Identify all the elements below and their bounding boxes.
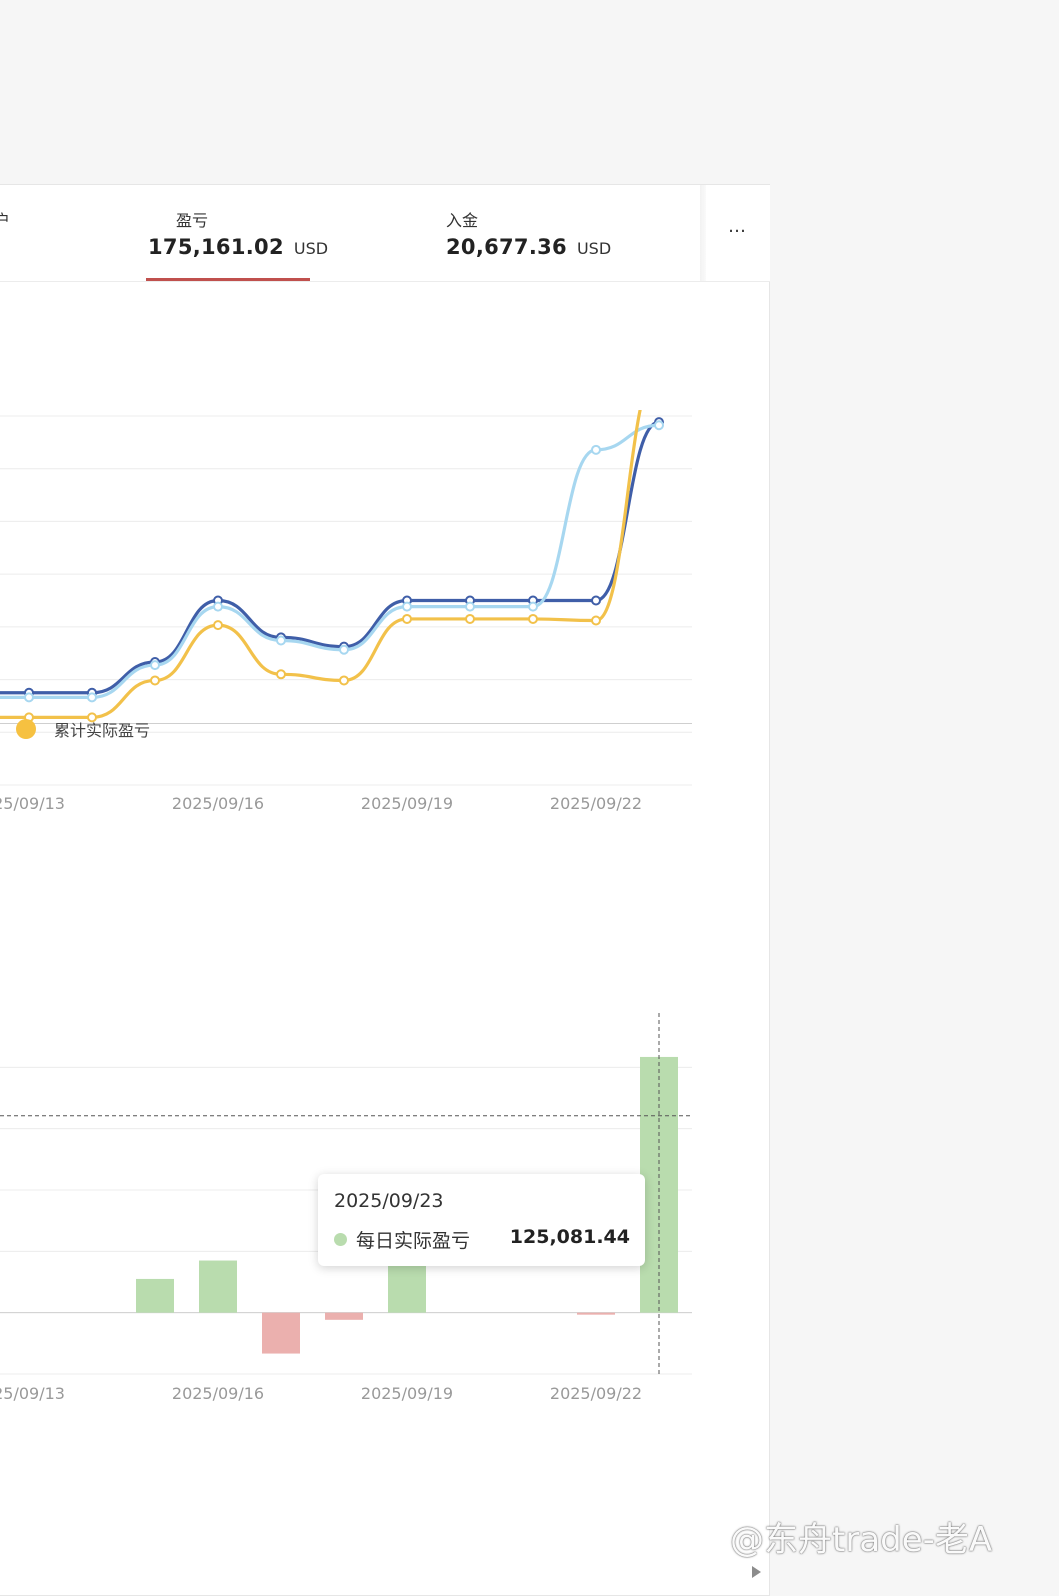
x-axis-tick-label: 25/09/13 (0, 1384, 65, 1403)
scroll-right-arrow-icon[interactable] (752, 1566, 761, 1578)
data-point (24, 692, 34, 703)
tab-account[interactable]: 户 (0, 185, 120, 281)
tab-deposit-value: 20,677.36 USD (446, 235, 612, 259)
summary-tabs: 户 盈亏 175,161.02 USD 入金 20,677.36 USD … (0, 185, 770, 282)
x-axis-tick-label: 2025/09/16 (172, 1384, 264, 1403)
x-axis-tick-label: 2025/09/22 (550, 794, 642, 813)
data-point (591, 615, 601, 626)
data-point (528, 613, 538, 624)
x-axis-tick-label: 2025/09/19 (361, 1384, 453, 1403)
legend-item-cumulative-pnl[interactable]: 累计实际盈亏 (16, 717, 150, 741)
data-point (591, 595, 601, 606)
chart-tooltip: 2025/09/23 每日实际盈亏 125,081.44 (318, 1174, 645, 1266)
bar (199, 1260, 237, 1313)
more-button[interactable]: … (728, 216, 746, 237)
bar (577, 1312, 615, 1315)
series-line-2 (0, 410, 642, 719)
data-point (276, 635, 286, 646)
series-line-1 (0, 423, 660, 699)
legend-marker-icon (16, 719, 36, 739)
x-axis-tick-label: 2025/09/16 (172, 794, 264, 813)
cumulative-pnl-line-chart: 25/09/13 2025/09/16 2025/09/19 2025/09/22 (0, 410, 692, 813)
legend-label: 累计实际盈亏 (54, 721, 151, 740)
data-point (213, 601, 223, 612)
tabs-scroll-shadow (700, 185, 706, 281)
bar (325, 1312, 363, 1320)
watermark: @东舟trade-老A (730, 1520, 993, 1560)
data-point (87, 712, 97, 723)
x-axis-tick-label: 2025/09/22 (550, 1384, 642, 1403)
data-point (150, 675, 160, 686)
data-point (465, 601, 475, 612)
page-background-top (0, 0, 1059, 184)
data-point (402, 613, 412, 624)
data-point (213, 620, 223, 631)
tab-pnl-value: 175,161.02 USD (148, 235, 329, 259)
data-point (276, 669, 286, 680)
data-point (150, 660, 160, 671)
tab-pnl[interactable]: 盈亏 175,161.02 USD (146, 185, 328, 281)
tab-account-label: 户 (0, 211, 11, 230)
tooltip-value: 125,081.44 (509, 1226, 630, 1248)
data-point (87, 692, 97, 703)
tab-pnl-unit: USD (293, 239, 329, 258)
data-point (402, 601, 412, 612)
tab-deposit-label: 入金 (446, 211, 479, 230)
x-axis-tick-label: 2025/09/19 (361, 794, 453, 813)
pnl-card: 户 盈亏 175,161.02 USD 入金 20,677.36 USD … (0, 184, 770, 1596)
tab-pnl-label: 盈亏 (176, 211, 209, 230)
tooltip-series-marker-icon (334, 1233, 347, 1246)
series-line-0 (0, 420, 660, 695)
bar (262, 1312, 300, 1354)
data-point (339, 675, 349, 686)
tooltip-date: 2025/09/23 (334, 1190, 444, 1212)
data-point (654, 420, 664, 431)
bar (136, 1278, 174, 1313)
data-point (528, 601, 538, 612)
x-axis-tick-label: 25/09/13 (0, 794, 65, 813)
tooltip-row: 每日实际盈亏 125,081.44 (334, 1226, 630, 1252)
tooltip-series-name: 每日实际盈亏 (356, 1230, 471, 1252)
data-point (465, 613, 475, 624)
data-point (339, 644, 349, 655)
tab-deposit-unit: USD (576, 239, 612, 258)
data-point (591, 444, 601, 455)
active-tab-indicator (146, 278, 310, 281)
tab-deposit[interactable]: 入金 20,677.36 USD (446, 185, 646, 281)
